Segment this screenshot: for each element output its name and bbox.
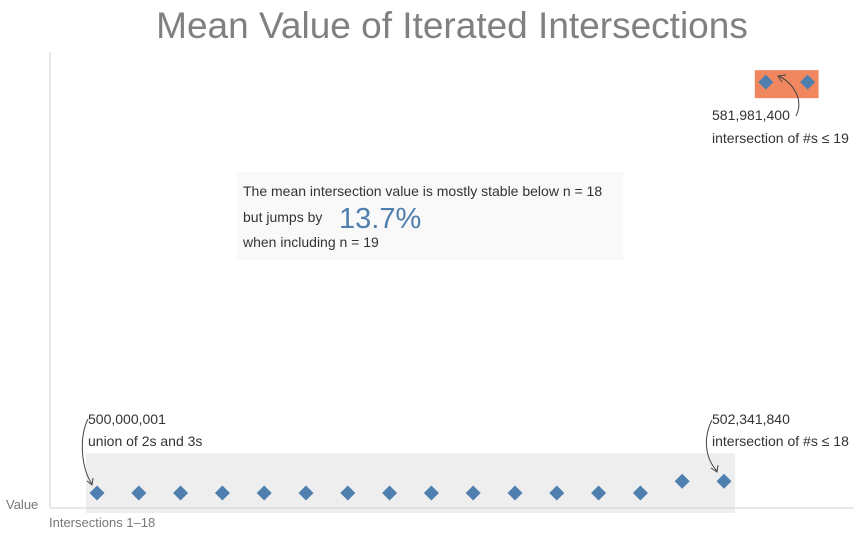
data-point-14 xyxy=(632,485,648,501)
chart-bands xyxy=(86,70,819,513)
chart-title: Mean Value of Iterated Intersections xyxy=(156,5,748,46)
data-point-11 xyxy=(507,485,523,501)
callout-line2-prefix: but jumps by xyxy=(243,209,322,225)
annotation-top-label: intersection of #s ≤ 19 xyxy=(712,130,849,146)
callout-line1: The mean intersection value is mostly st… xyxy=(243,183,602,199)
data-points xyxy=(89,74,816,501)
annotation-mid-label: intersection of #s ≤ 18 xyxy=(712,433,849,449)
data-point-5 xyxy=(256,485,272,501)
annotation-left-value: 500,000,001 xyxy=(88,411,166,427)
data-point-13 xyxy=(591,485,607,501)
annotation-mid-value: 502,341,840 xyxy=(712,411,790,427)
y-axis-label: Value xyxy=(6,497,38,512)
data-point-3 xyxy=(173,485,189,501)
annotation-mid-arrowhead xyxy=(710,464,719,473)
x-axis-label: Intersections 1–18 xyxy=(49,515,155,530)
annotation-top-arrow xyxy=(778,75,800,117)
annotation-top-arrowhead xyxy=(777,74,787,83)
data-point-8 xyxy=(382,485,398,501)
callout-line3: when including n = 19 xyxy=(242,234,379,250)
callout-highlight: 13.7% xyxy=(339,203,421,235)
annotation-top-value: 581,981,400 xyxy=(712,107,790,123)
annotation-left-arrowhead xyxy=(86,477,94,486)
data-point-7 xyxy=(340,485,356,501)
data-point-16 xyxy=(716,473,732,489)
callout-box xyxy=(237,172,623,260)
data-point-18 xyxy=(800,74,816,90)
data-point-2 xyxy=(131,485,147,501)
data-point-17 xyxy=(758,74,774,90)
data-point-12 xyxy=(549,485,565,501)
band-intersections-1-16 xyxy=(86,453,735,513)
annotation-left-arrow xyxy=(81,418,93,485)
annotation-mid-arrow xyxy=(705,419,718,472)
data-point-6 xyxy=(298,485,314,501)
data-point-1 xyxy=(89,485,105,501)
data-point-9 xyxy=(423,485,439,501)
data-point-4 xyxy=(214,485,230,501)
annotation-left-label: union of 2s and 3s xyxy=(88,433,202,449)
data-point-10 xyxy=(465,485,481,501)
data-point-15 xyxy=(674,473,690,489)
